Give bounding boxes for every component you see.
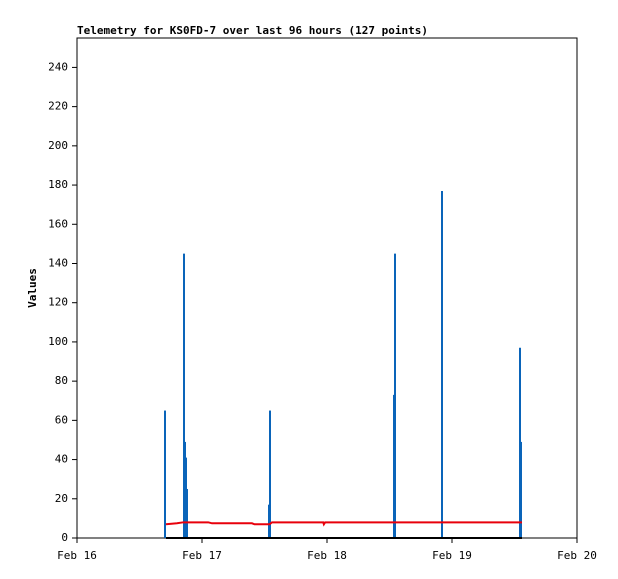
x-tick-label: Feb 18 (307, 549, 347, 562)
y-tick-label: 20 (55, 492, 68, 505)
y-tick-label: 100 (48, 335, 68, 348)
y-tick-label: 140 (48, 256, 68, 269)
series-line (165, 521, 522, 527)
y-tick-label: 200 (48, 139, 68, 152)
y-axis-label: Values (26, 268, 39, 308)
y-tick-label: 80 (55, 374, 68, 387)
y-tick-label: 0 (61, 531, 68, 544)
x-tick-label: Feb 17 (182, 549, 222, 562)
y-tick-label: 180 (48, 178, 68, 191)
y-tick-label: 220 (48, 100, 68, 113)
x-tick-label: Feb 20 (557, 549, 597, 562)
y-tick-label: 160 (48, 217, 68, 230)
x-tick-label: Feb 19 (432, 549, 472, 562)
y-tick-label: 60 (55, 413, 68, 426)
y-tick-label: 120 (48, 296, 68, 309)
y-tick-label: 240 (48, 60, 68, 73)
x-tick-label: Feb 16 (57, 549, 97, 562)
plot-frame (76, 37, 578, 539)
y-tick-label: 40 (55, 453, 68, 466)
chart-title: Telemetry for KS0FD-7 over last 96 hours… (77, 24, 428, 37)
